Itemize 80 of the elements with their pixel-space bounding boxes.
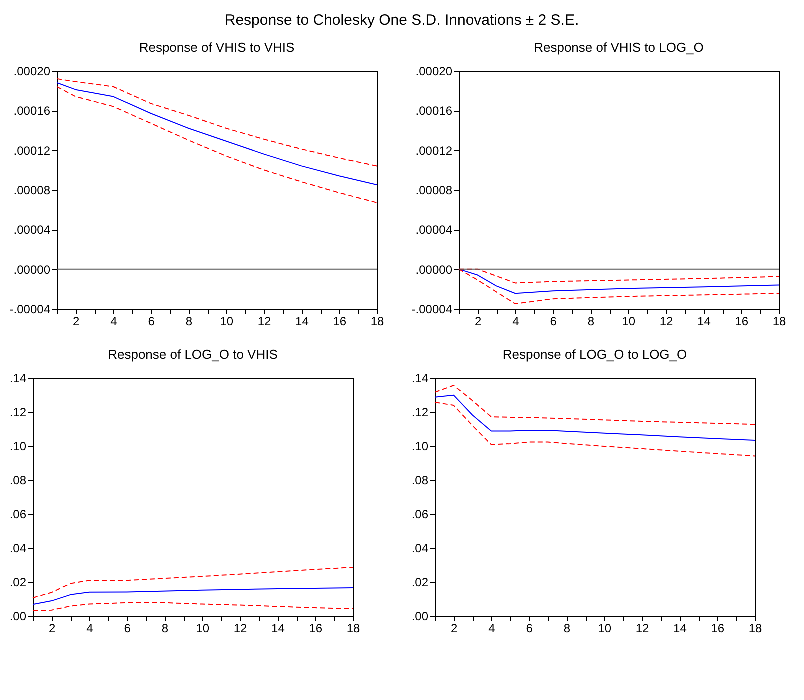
y-tick-label: -.00004: [10, 302, 51, 316]
y-tick-label: .00020: [416, 64, 453, 78]
x-tick-label: 18: [370, 314, 384, 328]
x-tick-label: 8: [162, 622, 169, 636]
x-tick-label: 8: [588, 314, 595, 328]
y-tick-label: .12: [412, 406, 429, 420]
x-tick-label: 2: [72, 314, 80, 328]
line-series: [434, 402, 756, 457]
x-tick-label: 4: [512, 314, 520, 328]
x-tick-label: 6: [148, 314, 156, 328]
line-series: [56, 82, 378, 186]
x-tick-label: 14: [272, 622, 286, 636]
x-tick-label: 12: [636, 622, 650, 636]
y-tick-label: -.00004: [412, 302, 453, 316]
y-tick-label: .00008: [14, 184, 51, 198]
chart-title: Response of LOG_O to VHIS: [108, 347, 278, 362]
line-series: [32, 602, 354, 612]
chart-title: Response of LOG_O to LOG_O: [502, 347, 688, 362]
x-tick-label: 10: [196, 622, 210, 636]
x-tick-label: 4: [488, 622, 496, 636]
y-tick-label: .00016: [416, 104, 453, 118]
x-tick-label: 16: [309, 622, 323, 636]
y-tick-label: .04: [10, 542, 27, 556]
line-series: [56, 78, 378, 167]
x-tick-label: 12: [258, 314, 272, 328]
y-tick-label: .00000: [416, 262, 453, 277]
x-tick-label: 6: [124, 622, 132, 636]
x-tick-label: 2: [48, 622, 56, 636]
y-tick-label: .00004: [14, 223, 51, 238]
chart-title: Response of VHIS to VHIS: [139, 40, 295, 55]
line-series: [32, 587, 354, 606]
x-tick-label: 18: [748, 622, 762, 636]
x-tick-label: 18: [772, 314, 786, 328]
x-tick-label: 8: [564, 622, 571, 636]
y-tick-label: .00: [10, 610, 27, 624]
x-tick-label: 10: [622, 314, 636, 328]
line-series: [434, 394, 756, 442]
y-tick-label: .00004: [416, 223, 453, 238]
y-tick-label: .12: [10, 406, 27, 420]
y-tick-label: .08: [412, 474, 429, 488]
y-tick-label: .00000: [14, 262, 51, 277]
x-tick-label: 2: [474, 314, 482, 328]
x-tick-label: 14: [674, 622, 688, 636]
x-tick-label: 4: [86, 622, 94, 636]
y-tick-label: .04: [412, 542, 429, 556]
line-series: [32, 567, 354, 598]
y-tick-label: .00008: [416, 184, 453, 198]
text: Response to Cholesky One S.D. Innovations ± 2 S.E.: [224, 11, 580, 31]
line-series: [56, 86, 378, 204]
y-tick-label: .14: [412, 372, 429, 386]
y-tick-label: .00: [412, 610, 429, 624]
x-tick-label: 6: [550, 314, 558, 328]
x-tick-label: 10: [220, 314, 234, 328]
y-tick-label: .10: [10, 440, 27, 454]
x-tick-label: 14: [698, 314, 712, 328]
x-tick-label: 4: [110, 314, 118, 328]
y-tick-label: .02: [10, 576, 27, 590]
x-tick-label: 14: [296, 314, 310, 328]
x-tick-label: 8: [186, 314, 193, 328]
x-tick-label: 18: [346, 622, 360, 636]
x-tick-label: 16: [333, 314, 347, 328]
x-tick-label: 16: [735, 314, 749, 328]
y-tick-label: .00012: [416, 144, 453, 158]
y-tick-label: .06: [412, 508, 429, 522]
x-tick-label: 12: [234, 622, 248, 636]
y-tick-label: .00012: [14, 144, 51, 158]
x-tick-label: 6: [526, 622, 534, 636]
y-tick-label: .02: [412, 576, 429, 590]
y-tick-label: .00020: [14, 64, 51, 78]
y-tick-label: .14: [10, 372, 27, 386]
y-tick-label: .00016: [14, 104, 51, 118]
x-tick-label: 10: [598, 622, 612, 636]
y-tick-label: .08: [10, 474, 27, 488]
x-tick-label: 12: [660, 314, 674, 328]
x-tick-label: 16: [711, 622, 725, 636]
line-series: [434, 385, 756, 426]
chart-title: Response of VHIS to LOG_O: [534, 40, 704, 55]
x-tick-label: 2: [450, 622, 458, 636]
y-tick-label: .10: [412, 440, 429, 454]
y-tick-label: .06: [10, 508, 27, 522]
